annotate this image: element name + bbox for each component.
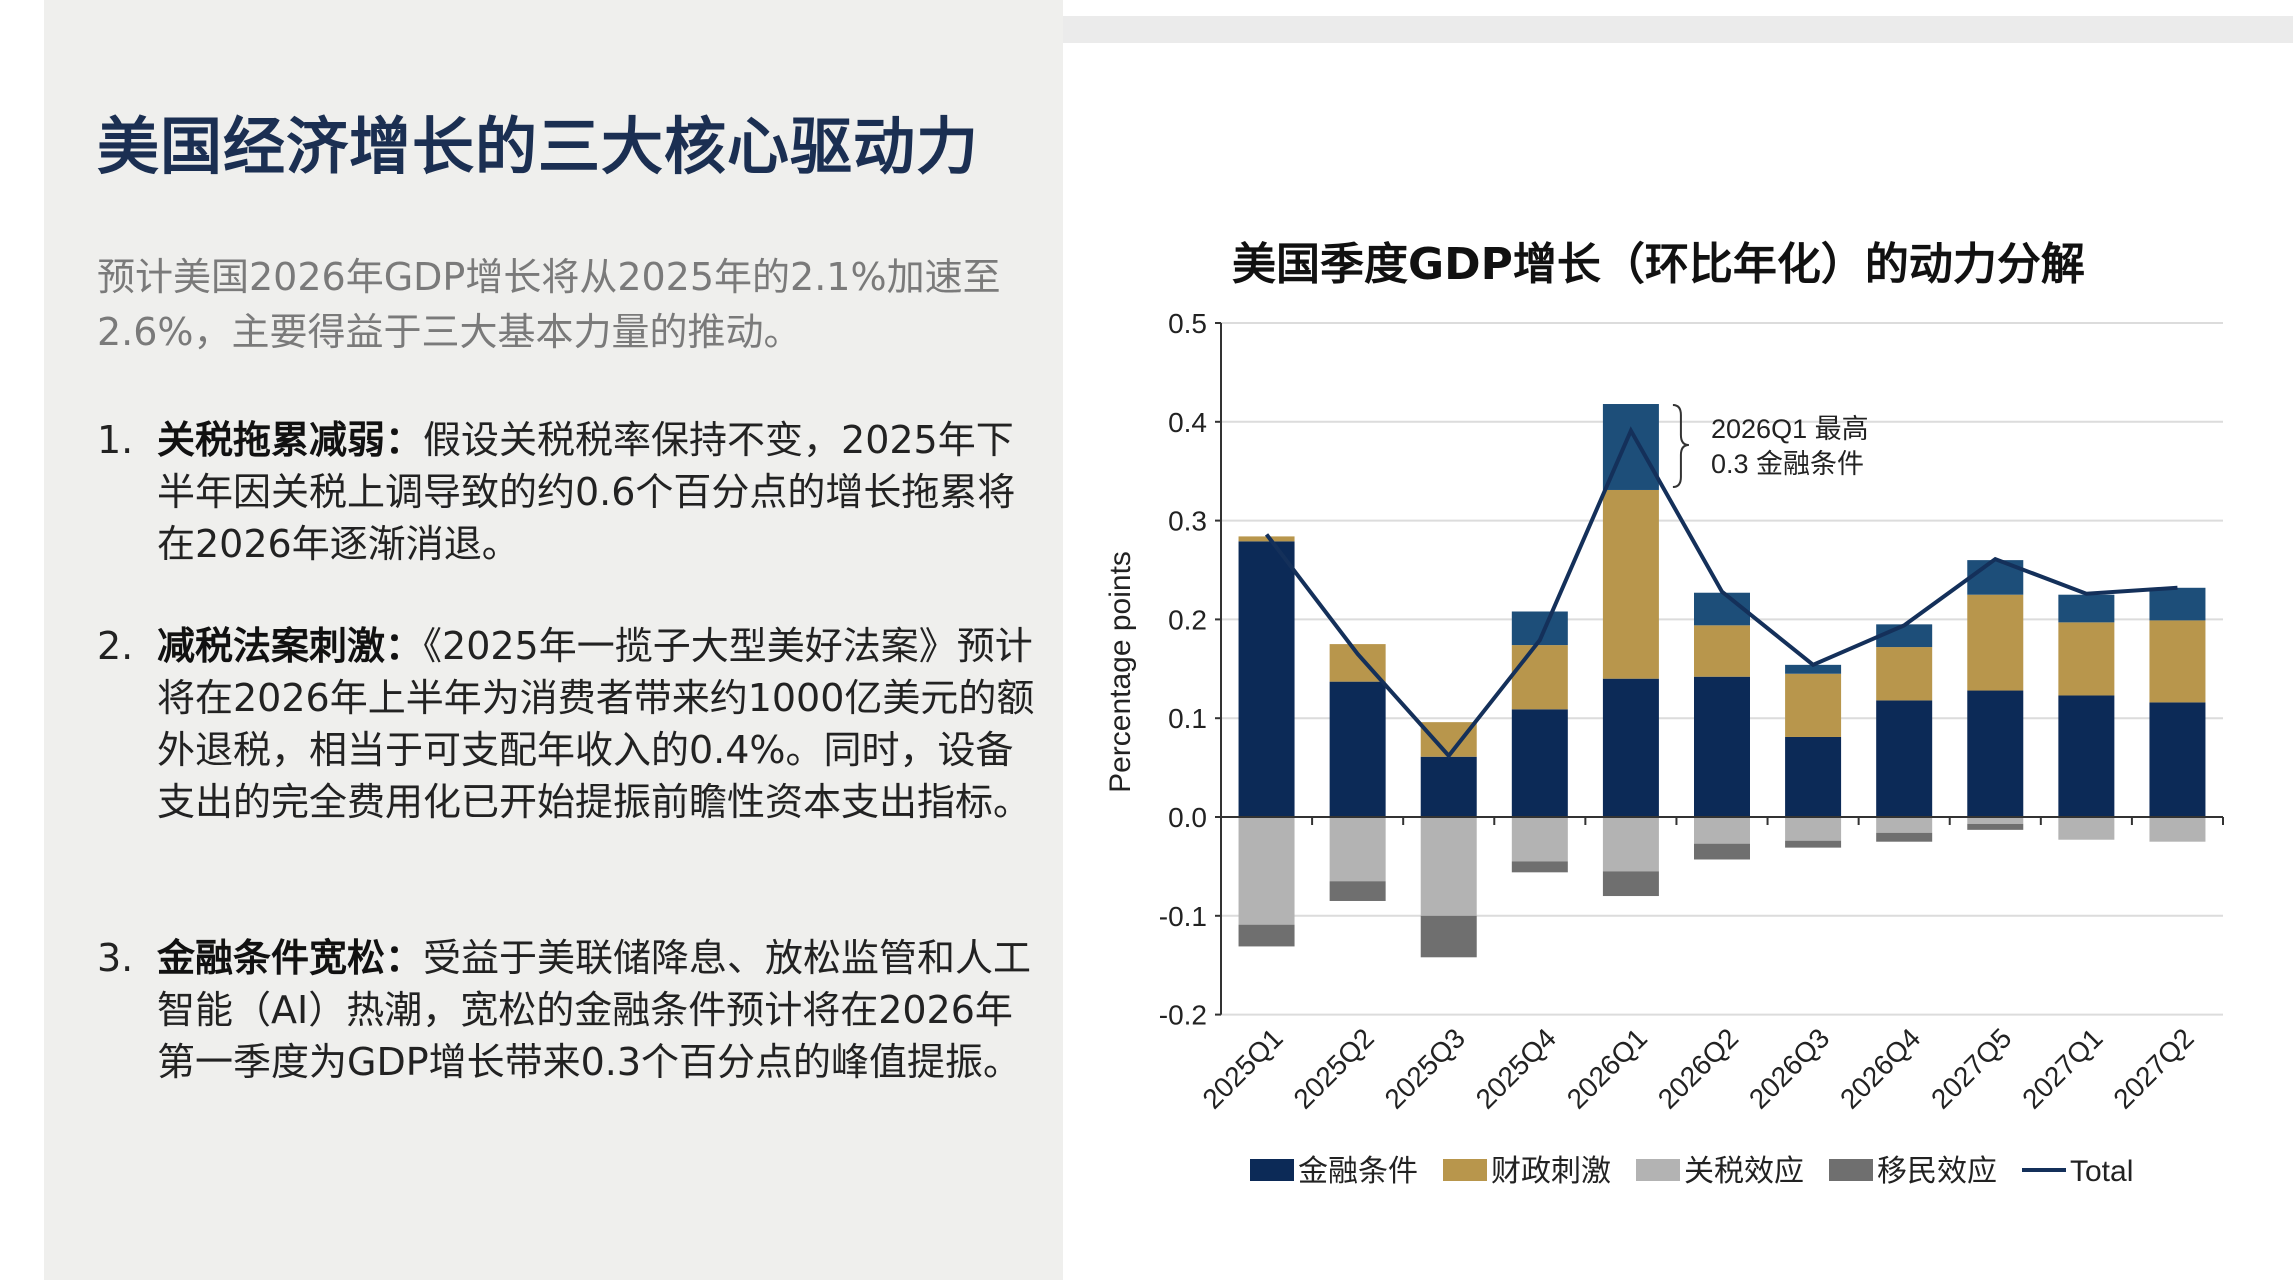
slide-title: 美国经济增长的三大核心驱动力 bbox=[97, 110, 980, 183]
bar-segment-金融条件-2025Q2 bbox=[1329, 681, 1386, 817]
bar-segment-财政刺激-2027Q1 bbox=[2058, 622, 2115, 696]
legend-label: Total bbox=[2070, 1155, 2133, 1188]
driver-item-2: 2. 减税法案刺激：《2025年一揽子大型美好法案》预计将在2026年上半年为消… bbox=[97, 620, 1047, 828]
x-tick-label: 2025Q4 bbox=[1470, 1022, 1562, 1114]
bar-segment-财政刺激-2026Q1 bbox=[1602, 489, 1659, 679]
y-tick-label: 0.2 bbox=[1168, 604, 1207, 635]
legend-label: 金融条件 bbox=[1298, 1155, 1418, 1188]
bar-segment-财政刺激-2026Q2 bbox=[1694, 625, 1750, 677]
x-tick-label: 2026Q2 bbox=[1652, 1022, 1744, 1114]
bar-segment-金融条件-2025Q1 bbox=[1238, 541, 1295, 817]
legend-swatch-移民效应 bbox=[1829, 1159, 1873, 1181]
bar-segment-series-2-2027Q2 bbox=[2149, 587, 2206, 621]
bar-segment-财政刺激-2025Q3 bbox=[1420, 722, 1477, 757]
bar-segment-财政刺激-2026Q3 bbox=[1785, 673, 1842, 737]
bar-segment-关税效应-2025Q3 bbox=[1420, 817, 1477, 916]
y-axis-label: Percentage points bbox=[1104, 551, 1137, 793]
y-tick-label: 0.4 bbox=[1168, 407, 1207, 438]
bar-segment-series-2-2027Q1 bbox=[2058, 594, 2115, 623]
driver-item-1: 1. 关税拖累减弱：假设关税税率保持不变，2025年下半年因关税上调导致的约0.… bbox=[97, 414, 1047, 570]
bar-segment-关税效应-2026Q1 bbox=[1602, 817, 1659, 872]
bar-segment-金融条件-2026Q2 bbox=[1694, 676, 1750, 817]
y-tick-label: 0.5 bbox=[1168, 308, 1207, 339]
bar-segment-关税效应-2027Q2 bbox=[2149, 817, 2206, 842]
x-tick-label: 2025Q1 bbox=[1196, 1022, 1288, 1114]
legend-label: 关税效应 bbox=[1684, 1155, 1804, 1188]
bar-segment-金融条件-2027Q1 bbox=[2058, 695, 2115, 817]
x-tick-label: 2025Q2 bbox=[1288, 1022, 1380, 1114]
bar-segment-移民效应-2026Q3 bbox=[1785, 840, 1842, 848]
item-number: 1. bbox=[97, 418, 134, 462]
legend-swatch-财政刺激 bbox=[1443, 1159, 1487, 1181]
bar-segment-金融条件-2026Q4 bbox=[1876, 700, 1933, 817]
bar-segment-移民效应-2025Q2 bbox=[1329, 881, 1386, 901]
x-tick-label: 2025Q3 bbox=[1379, 1022, 1471, 1114]
x-tick-label: 2027Q5 bbox=[1925, 1022, 2017, 1114]
item-heading: 减税法案刺激： bbox=[157, 624, 424, 668]
bar-segment-财政刺激-2027Q5 bbox=[1967, 594, 2024, 691]
item-number: 2. bbox=[97, 624, 134, 668]
bar-segment-财政刺激-2025Q1 bbox=[1238, 536, 1295, 542]
bar-segment-财政刺激-2025Q4 bbox=[1511, 645, 1568, 710]
bar-segment-关税效应-2026Q2 bbox=[1694, 817, 1750, 844]
item-number: 3. bbox=[97, 936, 134, 980]
legend-label: 移民效应 bbox=[1877, 1155, 1997, 1188]
bar-segment-关税效应-2027Q1 bbox=[2058, 817, 2115, 840]
x-tick-label: 2026Q3 bbox=[1743, 1022, 1835, 1114]
bar-segment-金融条件-2026Q3 bbox=[1785, 736, 1842, 817]
item-text: 《2025年一揽子大型美好法案》预计将在2026年上半年为消费者带来约1000亿… bbox=[157, 624, 1035, 824]
bar-segment-关税效应-2027Q5 bbox=[1967, 817, 2024, 824]
annotation-bracket bbox=[1672, 404, 1689, 488]
annotation-text: 0.3 金融条件 bbox=[1711, 449, 1864, 479]
bar-segment-移民效应-2025Q1 bbox=[1238, 924, 1295, 947]
x-tick-label: 2027Q1 bbox=[2016, 1022, 2108, 1114]
bar-segment-财政刺激-2026Q4 bbox=[1876, 647, 1933, 701]
bar-segment-金融条件-2026Q1 bbox=[1602, 678, 1659, 817]
top-bar bbox=[1063, 16, 2293, 43]
annotation-text: 2026Q1 最高 bbox=[1711, 414, 1869, 444]
bar-segment-移民效应-2025Q3 bbox=[1420, 915, 1477, 958]
bar-segment-关税效应-2025Q2 bbox=[1329, 817, 1386, 882]
y-tick-label: -0.2 bbox=[1159, 1000, 1207, 1031]
bar-segment-移民效应-2027Q5 bbox=[1967, 823, 2024, 830]
bar-segment-关税效应-2026Q4 bbox=[1876, 817, 1933, 833]
item-heading: 金融条件宽松： bbox=[157, 936, 424, 980]
legend-swatch-关税效应 bbox=[1636, 1159, 1680, 1181]
legend-swatch-金融条件 bbox=[1250, 1159, 1294, 1181]
y-tick-label: 0.3 bbox=[1168, 506, 1207, 537]
bar-segment-金融条件-2027Q2 bbox=[2149, 702, 2206, 817]
x-tick-label: 2027Q2 bbox=[2107, 1022, 2199, 1114]
bar-segment-金融条件-2025Q4 bbox=[1511, 709, 1568, 817]
bar-segment-移民效应-2026Q1 bbox=[1602, 871, 1659, 897]
bar-segment-移民效应-2025Q4 bbox=[1511, 861, 1568, 873]
legend-label: 财政刺激 bbox=[1491, 1155, 1611, 1188]
bar-segment-移民效应-2026Q2 bbox=[1694, 843, 1750, 860]
y-tick-label: -0.1 bbox=[1159, 901, 1207, 932]
item-text: 假设关税税率保持不变，2025年下半年因关税上调导致的约0.6个百分点的增长拖累… bbox=[157, 418, 1016, 566]
slide-subtitle: 预计美国2026年GDP增长将从2025年的2.1%加速至2.6%，主要得益于三… bbox=[97, 255, 1001, 354]
driver-item-3: 3. 金融条件宽松：受益于美联储降息、放松监管和人工智能（AI）热潮，宽松的金融… bbox=[97, 932, 1047, 1088]
item-heading: 关税拖累减弱： bbox=[157, 418, 424, 462]
bar-segment-金融条件-2025Q3 bbox=[1420, 756, 1477, 817]
left-panel bbox=[44, 0, 1063, 1280]
total-line bbox=[1264, 426, 2178, 759]
y-tick-label: 0.1 bbox=[1168, 703, 1207, 734]
bar-segment-移民效应-2026Q4 bbox=[1876, 832, 1933, 842]
y-tick-label: 0.0 bbox=[1168, 802, 1207, 833]
bar-segment-关税效应-2026Q3 bbox=[1785, 817, 1842, 841]
bar-segment-金融条件-2027Q5 bbox=[1967, 690, 2024, 817]
bar-segment-关税效应-2025Q4 bbox=[1511, 817, 1568, 862]
bar-segment-series-2-2026Q3 bbox=[1785, 664, 1842, 674]
item-text: 受益于美联储降息、放松监管和人工智能（AI）热潮，宽松的金融条件预计将在2026… bbox=[157, 936, 1032, 1084]
chart-title: 美国季度GDP增长（环比年化）的动力分解 bbox=[1232, 239, 2085, 290]
bar-segment-财政刺激-2027Q2 bbox=[2149, 620, 2206, 703]
x-tick-label: 2026Q1 bbox=[1561, 1022, 1653, 1114]
x-tick-label: 2026Q4 bbox=[1834, 1022, 1926, 1114]
bar-segment-关税效应-2025Q1 bbox=[1238, 817, 1295, 925]
